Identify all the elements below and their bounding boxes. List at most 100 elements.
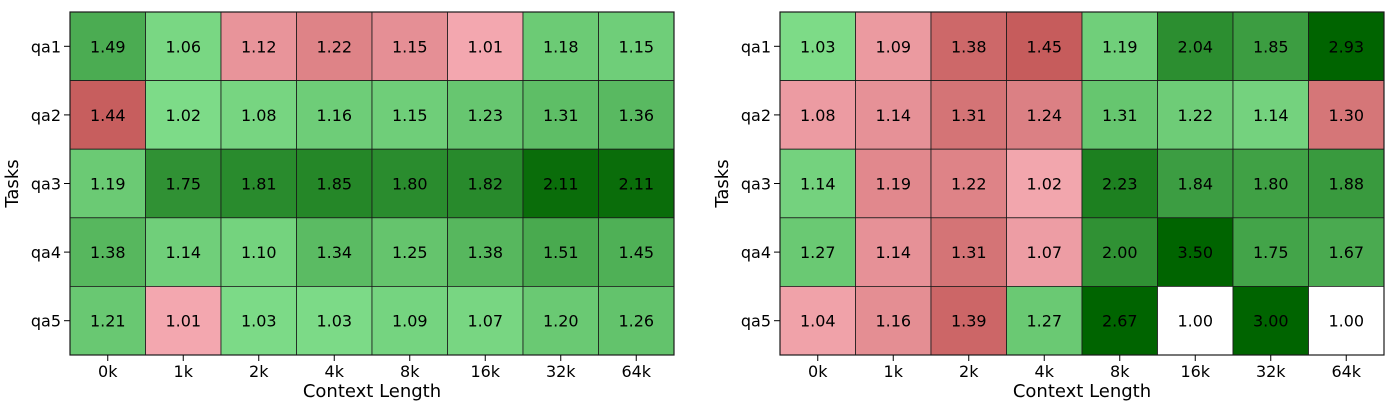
heatmap-cell (69, 217, 146, 287)
heatmap-cell (1081, 80, 1158, 150)
y-axis-label: Tasks (2, 159, 23, 208)
x-tick-label: 2k (249, 362, 269, 381)
cell-value-label: 1.38 (951, 37, 987, 56)
heatmap-cell (145, 80, 222, 150)
cell-value-label: 1.04 (800, 312, 836, 331)
cell-value-label: 1.84 (1177, 175, 1213, 194)
cell-value-label: 1.80 (392, 175, 428, 194)
cell-value-label: 1.01 (165, 312, 201, 331)
heatmap-cell (1308, 11, 1385, 81)
y-tick-label: qa2 (31, 106, 61, 125)
heatmap-right: 1.03 1.09 1.38 1.45 1.19 2.04 1.85 2.93 1.08 1.14… (712, 11, 1385, 402)
heatmap-cell (1232, 285, 1309, 356)
cell-value-label: 1.23 (467, 106, 503, 125)
cell-value-label: 1.36 (618, 106, 654, 125)
cell-value-label: 1.06 (165, 37, 201, 56)
heatmap-cell (522, 217, 599, 287)
cell-value-label: 1.14 (1253, 106, 1289, 125)
heatmap-cell (145, 148, 222, 219)
cell-value-label: 1.82 (467, 175, 503, 194)
x-tick-label: 1k (174, 362, 194, 381)
cell-value-label: 1.49 (90, 37, 126, 56)
y-axis-label: Tasks (712, 159, 733, 208)
heatmap-cell (1232, 80, 1309, 150)
heatmap-cell (1006, 80, 1083, 150)
cell-value-label: 1.38 (90, 243, 126, 262)
heatmap-cell (598, 285, 675, 356)
heatmap-cell (522, 148, 599, 219)
cell-value-label: 1.14 (165, 243, 201, 262)
heatmap-cell (1081, 148, 1158, 219)
cell-value-label: 1.21 (90, 312, 126, 331)
cell-value-label: 1.19 (875, 175, 911, 194)
heatmap-cell (930, 285, 1007, 356)
heatmap-cell (1232, 11, 1309, 81)
cell-value-label: 1.14 (875, 243, 911, 262)
cell-value-label: 1.12 (241, 37, 277, 56)
x-tick-label: 2k (959, 362, 979, 381)
y-tick-label: qa3 (741, 175, 771, 194)
heatmap-cell (296, 285, 373, 356)
heatmap-cell (1232, 217, 1309, 287)
heatmap-left: 1.49 1.06 1.12 1.22 1.15 1.01 1.18 1.15 1.44 1.02… (2, 11, 675, 402)
cell-value-label: 1.15 (392, 37, 428, 56)
cell-value-label: 2.11 (618, 175, 654, 194)
cell-value-label: 1.19 (90, 175, 126, 194)
cell-value-label: 1.88 (1328, 175, 1364, 194)
cell-value-label: 1.38 (467, 243, 503, 262)
cell-value-label: 1.27 (1026, 312, 1062, 331)
cell-value-label: 1.67 (1328, 243, 1364, 262)
cell-value-label: 3.50 (1177, 243, 1213, 262)
heatmap-cell (296, 11, 373, 81)
x-tick-label: 64k (1331, 362, 1361, 381)
heatmap-cell (930, 11, 1007, 81)
cell-value-label: 1.31 (543, 106, 579, 125)
x-tick-label: 32k (546, 362, 576, 381)
x-tick-label: 8k (1110, 362, 1130, 381)
y-tick-label: qa4 (741, 243, 771, 262)
cell-value-label: 1.18 (543, 37, 579, 56)
cell-value-label: 1.00 (1328, 312, 1364, 331)
cell-value-label: 1.27 (800, 243, 836, 262)
heatmap-cell (447, 148, 524, 219)
cell-value-label: 1.08 (241, 106, 277, 125)
heatmap-cell (1157, 148, 1234, 219)
heatmap-cell (855, 285, 932, 356)
heatmap-cell (1157, 80, 1234, 150)
cell-value-label: 2.67 (1102, 312, 1138, 331)
cell-value-label: 1.30 (1328, 106, 1364, 125)
heatmap-cell (220, 285, 297, 356)
heatmap-cell (69, 11, 146, 81)
y-tick-label: qa4 (31, 243, 61, 262)
heatmap-cell (145, 11, 222, 81)
x-tick-label: 8k (400, 362, 420, 381)
y-tick-label: qa5 (31, 312, 61, 331)
cell-value-label: 1.45 (618, 243, 654, 262)
cell-value-label: 1.34 (316, 243, 352, 262)
cell-value-label: 1.14 (875, 106, 911, 125)
x-tick-label: 32k (1256, 362, 1286, 381)
heatmap-cell (69, 148, 146, 219)
y-tick-label: qa1 (741, 37, 771, 56)
cell-value-label: 2.11 (543, 175, 579, 194)
heatmap-cell (371, 11, 448, 81)
heatmap-cell (598, 80, 675, 150)
heatmap-cell (371, 148, 448, 219)
x-axis-label: Context Length (1013, 381, 1151, 402)
heatmap-cell (779, 217, 856, 287)
heatmap-cell (930, 80, 1007, 150)
cell-value-label: 2.93 (1328, 37, 1364, 56)
cell-value-label: 1.14 (800, 175, 836, 194)
heatmap-cell (220, 217, 297, 287)
cell-value-label: 1.07 (1026, 243, 1062, 262)
heatmap-cell (371, 217, 448, 287)
cell-value-label: 1.22 (316, 37, 352, 56)
cell-value-label: 2.23 (1102, 175, 1138, 194)
heatmap-cell (1157, 285, 1234, 356)
heatmap-cell (447, 80, 524, 150)
cell-value-label: 1.31 (1102, 106, 1138, 125)
cell-value-label: 1.09 (392, 312, 428, 331)
heatmap-cell (1308, 285, 1385, 356)
